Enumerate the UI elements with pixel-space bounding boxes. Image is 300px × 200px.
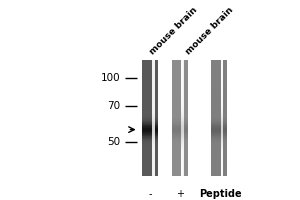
Text: -: - [148,189,152,199]
Text: 100: 100 [100,73,120,83]
Text: +: + [176,189,184,199]
Text: 50: 50 [107,137,120,147]
Text: mouse brain: mouse brain [184,5,235,56]
Text: 70: 70 [107,101,120,111]
Text: mouse brain: mouse brain [148,5,199,56]
Text: Peptide: Peptide [199,189,242,199]
